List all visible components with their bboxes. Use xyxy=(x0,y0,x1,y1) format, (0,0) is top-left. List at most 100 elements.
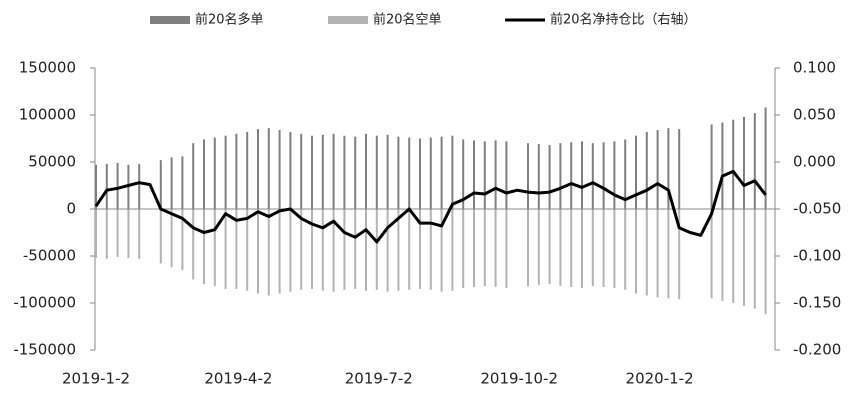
bar xyxy=(116,209,119,257)
bar xyxy=(181,156,184,209)
bar xyxy=(278,130,281,209)
bar xyxy=(170,209,173,268)
bar xyxy=(116,162,119,209)
bar xyxy=(505,141,508,209)
x-tick-label: 2020-1-2 xyxy=(626,370,694,388)
bar xyxy=(289,209,292,292)
bar xyxy=(462,139,465,209)
bar xyxy=(257,129,259,209)
bar xyxy=(354,209,357,289)
bar xyxy=(105,163,108,209)
bar xyxy=(656,130,659,209)
bar xyxy=(494,140,497,209)
bar xyxy=(451,135,454,209)
x-tick-label: 2019-7-2 xyxy=(345,370,413,388)
bar xyxy=(537,209,540,286)
bar xyxy=(764,107,767,209)
bar xyxy=(624,139,627,209)
bar xyxy=(537,144,540,209)
bar xyxy=(462,209,465,288)
bar xyxy=(375,209,378,290)
y2-tick-label: 0.050 xyxy=(793,106,836,124)
bar xyxy=(591,209,594,287)
bar xyxy=(224,209,227,289)
legend: 前20名多单 前20名空单 前20名净持仓比（右轴） xyxy=(150,12,697,28)
bar xyxy=(159,209,162,264)
bar xyxy=(743,209,745,306)
bar xyxy=(710,124,713,209)
x-tick-label: 2019-1-2 xyxy=(62,370,130,388)
bar xyxy=(635,209,637,294)
bar xyxy=(278,209,281,294)
bar xyxy=(678,209,681,300)
bar xyxy=(613,209,616,288)
bar xyxy=(764,209,767,315)
legend-label: 前20名净持仓比（右轴） xyxy=(550,12,697,28)
bar xyxy=(127,209,130,258)
bar xyxy=(386,209,389,292)
bar xyxy=(602,142,605,209)
bar xyxy=(753,113,756,209)
bar xyxy=(257,209,259,294)
bar xyxy=(311,209,313,289)
bar xyxy=(267,128,270,209)
bar xyxy=(548,145,551,209)
bar xyxy=(721,209,724,302)
bar xyxy=(483,209,486,287)
bar xyxy=(235,209,238,289)
bar xyxy=(213,137,216,209)
bar xyxy=(494,209,497,288)
bar xyxy=(667,128,670,209)
bar xyxy=(678,129,681,209)
bar xyxy=(440,136,443,209)
net-ratio-line xyxy=(94,169,767,244)
bar xyxy=(548,209,551,285)
bar xyxy=(429,209,432,290)
bar xyxy=(311,135,313,209)
bar xyxy=(581,209,583,288)
bar xyxy=(365,209,367,291)
bar xyxy=(95,209,97,258)
x-tick-label: 2019-4-2 xyxy=(204,370,272,388)
bar xyxy=(483,141,486,209)
bar xyxy=(451,209,454,291)
bar xyxy=(559,209,562,287)
legend-label: 前20名多单 xyxy=(195,12,264,28)
bar xyxy=(635,135,637,209)
bar xyxy=(408,137,411,209)
y-tick-label: -50000 xyxy=(23,247,76,265)
bar xyxy=(613,141,616,209)
bar xyxy=(95,164,97,209)
bar xyxy=(732,119,735,209)
bar xyxy=(138,163,141,209)
bar xyxy=(246,209,249,291)
bar xyxy=(235,133,238,209)
bar xyxy=(419,209,421,289)
legend-swatch xyxy=(150,16,190,24)
bar xyxy=(473,140,475,209)
bar xyxy=(375,135,378,209)
bar xyxy=(332,209,335,292)
y-tick-label: 50000 xyxy=(28,153,76,171)
bar xyxy=(743,116,745,209)
bar xyxy=(624,209,627,290)
bar xyxy=(300,133,303,209)
y-tick-label: 100000 xyxy=(19,106,76,124)
bar xyxy=(203,139,205,209)
bar xyxy=(192,143,195,209)
bar xyxy=(591,143,594,209)
bar xyxy=(213,209,216,287)
bar xyxy=(570,142,573,209)
bar xyxy=(440,209,443,292)
bar xyxy=(192,209,195,280)
bar xyxy=(159,160,162,209)
bar xyxy=(721,122,724,209)
bar xyxy=(645,209,648,296)
bar xyxy=(408,209,411,290)
bar xyxy=(527,143,529,209)
bar xyxy=(105,209,108,259)
bar xyxy=(246,131,249,209)
bar xyxy=(332,133,335,209)
bar xyxy=(527,209,529,287)
